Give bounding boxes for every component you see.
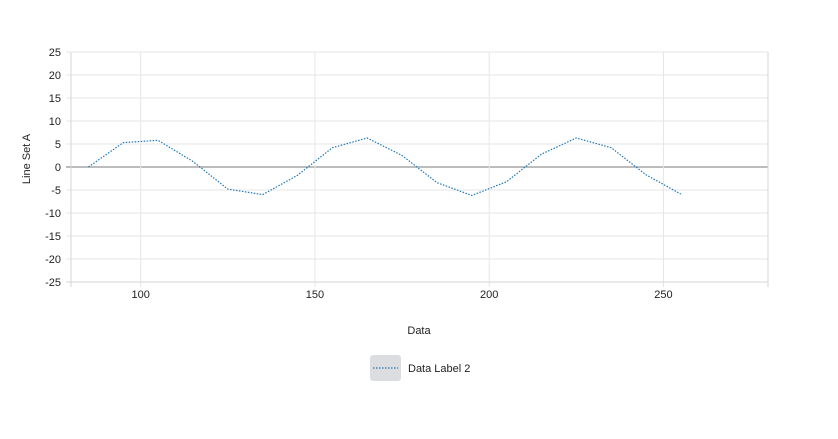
grid: [66, 51, 768, 287]
y-tick-label: -10: [45, 208, 61, 220]
y-tick-label: -15: [45, 231, 61, 243]
series-line-1: [88, 137, 682, 197]
y-tick-label: 0: [55, 162, 61, 174]
x-tick-label: 200: [480, 289, 498, 301]
y-tick-label: -25: [45, 277, 61, 289]
y-tick-label: -20: [45, 254, 61, 266]
y-tick-label: 5: [55, 139, 61, 151]
x-tick-label: 150: [306, 289, 324, 301]
y-axis-label: Line Set A: [21, 133, 33, 184]
y-tick-label: 20: [49, 70, 61, 82]
axes: [66, 51, 769, 287]
tick-labels: 25 20 15 10 5 0 -5 -10 -15 -20 -25 100 150 200 250: [45, 47, 673, 301]
x-axis-label: Data: [407, 325, 431, 337]
legend[interactable]: Data Label 2: [370, 355, 470, 381]
x-tick-label: 100: [132, 289, 150, 301]
y-tick-label: 25: [49, 47, 61, 59]
y-tick-label: 10: [49, 116, 61, 128]
series-layer: [88, 137, 682, 197]
legend-label: Data Label 2: [408, 363, 470, 375]
x-tick-label: 250: [654, 289, 672, 301]
y-tick-label: 15: [49, 93, 61, 105]
y-tick-label: -5: [51, 185, 61, 197]
